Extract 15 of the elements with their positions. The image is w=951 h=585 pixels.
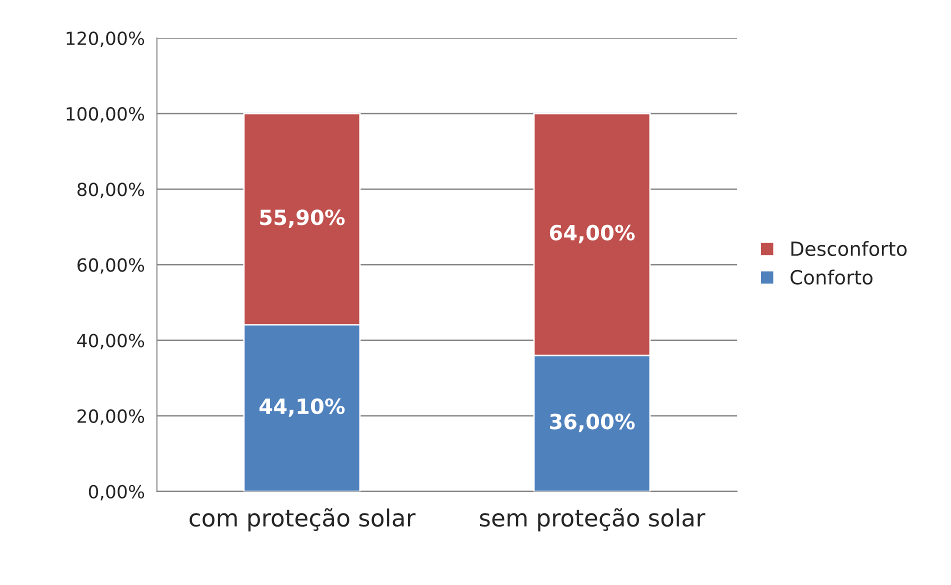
data-label: 44,10%: [259, 398, 345, 417]
y-tick-label: 80,00%: [77, 182, 144, 198]
x-tick-label: sem proteção solar: [480, 508, 706, 532]
y-tick-label: 0,00%: [88, 484, 144, 500]
legend-label: Conforto: [790, 270, 872, 285]
y-tick-label: 100,00%: [66, 107, 144, 123]
y-tick-label: 60,00%: [78, 258, 144, 274]
data-label: 36,00%: [550, 414, 635, 432]
y-tick-label: 120,00%: [66, 31, 144, 47]
legend-label: Desconforto: [791, 241, 907, 256]
data-label: 55,90%: [260, 209, 345, 228]
y-tick-label: 20,00%: [78, 409, 144, 425]
data-label: 64,00%: [550, 224, 635, 244]
x-tick-label: com proteção solar: [190, 508, 416, 532]
y-tick-label: 40,00%: [77, 334, 144, 350]
